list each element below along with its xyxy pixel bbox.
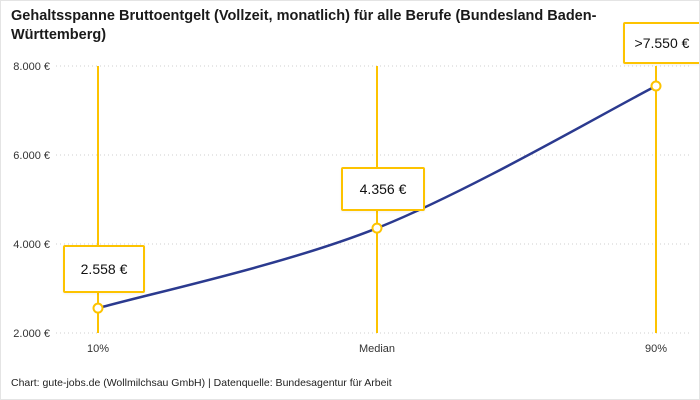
footer-credit: Chart: gute-jobs.de (Wollmilchsau GmbH) … — [11, 377, 392, 389]
y-axis-tick-label: 4.000 € — [13, 239, 50, 251]
y-axis-tick-label: 8.000 € — [13, 61, 50, 73]
value-label-median: 4.356 € — [341, 167, 425, 211]
value-label-90th-percentile: >7.550 € — [623, 22, 699, 64]
data-point-marker — [371, 222, 383, 234]
x-axis-tick-label: Median — [359, 343, 395, 355]
value-label-10th-percentile: 2.558 € — [63, 245, 145, 293]
data-point-marker — [92, 302, 104, 314]
chart-title: Gehaltsspanne Bruttoentgelt (Vollzeit, m… — [11, 8, 597, 43]
y-axis-tick-label: 6.000 € — [13, 150, 50, 162]
y-axis-tick-label: 2.000 € — [13, 328, 50, 340]
data-point-marker — [650, 80, 662, 92]
x-axis-tick-label: 10% — [87, 343, 109, 355]
x-axis-tick-label: 90% — [645, 343, 667, 355]
